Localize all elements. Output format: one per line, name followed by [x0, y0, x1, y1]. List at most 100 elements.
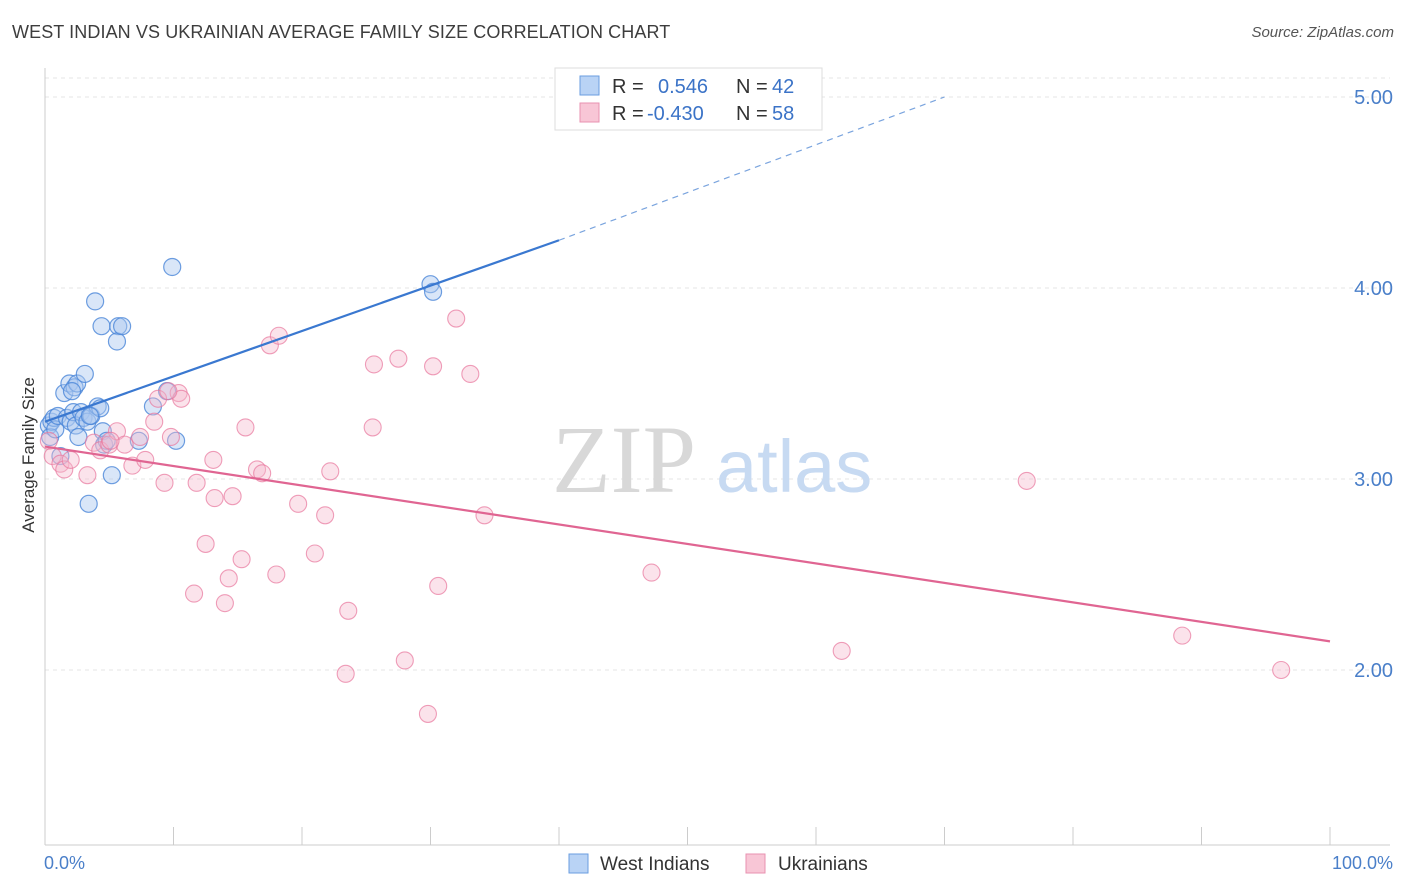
chart-source: Source: ZipAtlas.com	[1251, 24, 1394, 41]
gridlines	[45, 77, 1390, 671]
ukrainians-point-56	[159, 382, 178, 401]
west-indians-point-13	[66, 416, 85, 435]
ukrainians-point-45	[418, 704, 437, 723]
ukrainians-point-57	[101, 431, 120, 450]
ukrainians-point-21	[187, 473, 206, 492]
legend-r-label-1: R =	[612, 76, 644, 98]
ukrainians-point-46	[424, 357, 443, 376]
bottom-legend-swatch-west-indians	[568, 853, 589, 874]
ukrainians-point-44	[395, 651, 414, 670]
x-tick-labels: 0.0% 100.0%	[44, 853, 1393, 873]
west-indians-point-20	[79, 494, 98, 513]
legend-n-label-2: N =	[736, 103, 768, 125]
ukrainians-point-38	[321, 462, 340, 481]
bottom-legend-ukrainians: Ukrainians	[778, 854, 868, 875]
west-indians-point-32	[112, 317, 132, 336]
ukrainians-point-29	[236, 418, 255, 437]
ukrainians-point-47	[429, 576, 448, 596]
y-tick-label-3: 5.00	[1354, 87, 1393, 109]
watermark-atlas: atlas	[716, 425, 872, 508]
trend-lines	[44, 96, 1331, 643]
ukrainians-point-24	[205, 489, 224, 508]
west-indians-point-15	[69, 427, 88, 447]
ukrainians-point-50	[475, 506, 494, 525]
y-axis-label: Average Family Size	[19, 377, 38, 533]
ukrainians-point-22	[196, 534, 215, 553]
ukrainians-point-42	[364, 355, 384, 374]
ukrainians-point-14	[145, 412, 164, 431]
legend-r-value-2: -0.430	[647, 103, 704, 125]
x-tick-label-1: 100.0%	[1332, 853, 1393, 873]
legend-box: R = 0.546 N = 42 R = -0.430 N = 58	[554, 67, 823, 131]
west-indians-point-25	[92, 317, 111, 336]
legend-swatch-ukrainians	[579, 102, 600, 123]
west-indians-point-4	[46, 420, 65, 439]
ukrainians-point-31	[253, 464, 272, 483]
west-indians-point-41	[62, 382, 82, 401]
series-ukrainians	[39, 309, 1291, 723]
ukrainians-point-33	[267, 565, 286, 584]
west-indians-point-6	[51, 446, 70, 466]
chart-title: WEST INDIAN VS UKRAINIAN AVERAGE FAMILY …	[12, 22, 671, 42]
ukrainians-point-52	[832, 641, 851, 660]
ukrainians-point-51	[642, 563, 661, 582]
ukrainians-point-5	[78, 466, 97, 485]
legend-r-value-1: 0.546	[658, 76, 708, 98]
watermark-zip: ZIP	[552, 406, 696, 513]
ukrainians-point-43	[389, 349, 408, 368]
bottom-legend-swatch-ukrainians	[745, 853, 766, 874]
ukrainians-point-25	[215, 594, 234, 613]
west-indians-point-36	[163, 257, 182, 277]
bottom-legend: West Indians Ukrainians	[568, 853, 868, 875]
legend-n-value-1: 42	[772, 76, 794, 98]
west-indians-point-40	[80, 406, 100, 426]
ukrainians-point-10	[115, 435, 134, 454]
ukrainians-point-54	[1173, 626, 1192, 645]
y-tick-label-0: 2.00	[1354, 660, 1393, 682]
ukrainians-point-40	[339, 601, 358, 620]
ukrainians-point-16	[155, 473, 174, 492]
ukrainians-point-9	[107, 422, 127, 441]
ukrainians-point-15	[149, 389, 168, 408]
west-indians-point-18	[75, 364, 94, 384]
y-tick-label-2: 4.00	[1354, 278, 1393, 300]
ukrainians-point-3	[55, 460, 74, 479]
ukrainians-point-26	[219, 569, 238, 588]
ukrainians-point-23	[204, 450, 223, 469]
ukrainians-point-12	[131, 427, 150, 447]
watermark: ZIP atlas	[552, 406, 872, 513]
legend-n-value-2: 58	[772, 103, 794, 125]
ukrainians-point-48	[447, 309, 466, 328]
ukrainians-point-0	[39, 431, 58, 450]
ukrainians-point-35	[289, 494, 308, 513]
legend-n-label-1: N =	[736, 76, 768, 98]
ukrainians-point-20	[185, 584, 204, 603]
west-indians-point-29	[102, 466, 121, 485]
ukrainians-trend-line	[44, 445, 1331, 643]
west-indians-point-30	[109, 317, 128, 336]
ukrainians-point-53	[1017, 471, 1036, 490]
ukrainians-point-4	[61, 450, 80, 469]
west-indians-point-31	[107, 332, 127, 351]
legend-r-label-2: R =	[612, 103, 644, 125]
west-indians-trend-line	[44, 239, 560, 423]
ukrainians-point-49	[461, 364, 480, 384]
ukrainians-point-27	[223, 487, 242, 506]
ukrainians-point-39	[336, 664, 355, 683]
ukrainians-point-55	[1272, 660, 1291, 680]
ukrainians-point-28	[232, 550, 251, 569]
x-tick-label-0: 0.0%	[44, 853, 85, 873]
west-indians-point-22	[86, 292, 105, 311]
west-indians-trend-extension	[558, 96, 945, 241]
ukrainians-point-41	[363, 418, 382, 437]
ukrainians-point-17	[161, 427, 180, 447]
legend-swatch-west-indians	[579, 75, 600, 96]
ukrainians-point-37	[316, 506, 335, 525]
y-tick-labels: 2.00 3.00 4.00 5.00	[1354, 87, 1393, 682]
y-tick-label-1: 3.00	[1354, 469, 1393, 491]
ukrainians-point-36	[305, 544, 324, 563]
axes	[44, 68, 1390, 846]
bottom-legend-west-indians: West Indians	[600, 854, 709, 875]
west-indians-point-39	[423, 282, 443, 301]
